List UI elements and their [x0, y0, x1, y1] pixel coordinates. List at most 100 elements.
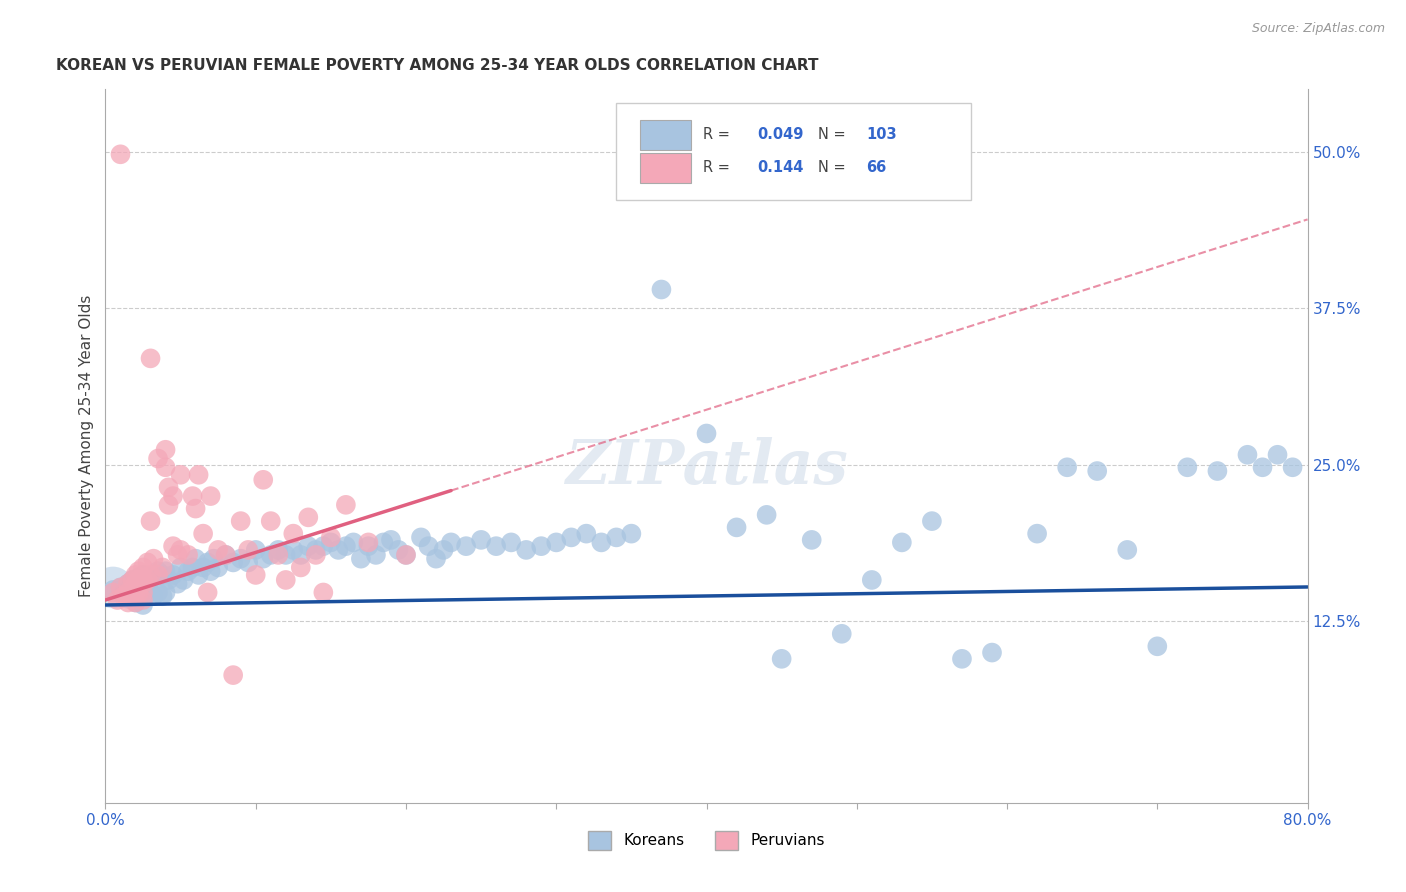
Point: [380, 533, 402, 547]
Point: [124, 595, 146, 609]
Point: [1236, 448, 1258, 462]
Point: [139, 568, 162, 582]
Point: [128, 585, 150, 599]
Point: [335, 498, 357, 512]
Point: [136, 576, 159, 591]
Point: [485, 539, 508, 553]
Text: 103: 103: [866, 127, 897, 142]
Point: [1026, 526, 1049, 541]
Point: [112, 585, 135, 599]
Point: [155, 564, 177, 578]
Point: [335, 539, 357, 553]
Point: [357, 535, 380, 549]
Point: [197, 556, 219, 570]
Point: [173, 573, 195, 587]
Point: [290, 548, 312, 562]
Point: [1267, 448, 1289, 462]
Point: [152, 560, 174, 574]
Point: [725, 520, 748, 534]
Point: [800, 533, 823, 547]
Text: N =: N =: [818, 127, 851, 142]
Point: [470, 533, 492, 547]
Point: [260, 514, 283, 528]
Point: [425, 551, 447, 566]
Point: [197, 585, 219, 599]
Point: [1085, 464, 1108, 478]
Point: [117, 591, 139, 606]
Point: [152, 589, 174, 603]
Point: [101, 582, 124, 597]
Point: [395, 548, 418, 562]
Point: [184, 551, 207, 566]
Point: [297, 539, 319, 553]
Point: [162, 568, 184, 582]
Point: [191, 526, 214, 541]
Point: [267, 542, 290, 557]
Point: [142, 589, 165, 603]
Point: [146, 568, 169, 582]
Point: [155, 442, 177, 457]
Point: [181, 489, 204, 503]
Point: [297, 510, 319, 524]
Point: [101, 581, 124, 595]
Point: [605, 530, 627, 544]
Point: [101, 585, 124, 599]
Point: [440, 535, 463, 549]
Point: [162, 489, 184, 503]
Point: [155, 460, 177, 475]
Point: [395, 548, 418, 562]
Point: [238, 556, 260, 570]
Point: [409, 530, 432, 544]
Point: [124, 595, 146, 609]
Point: [319, 535, 342, 549]
FancyBboxPatch shape: [640, 120, 690, 150]
Point: [107, 593, 129, 607]
Point: [921, 514, 943, 528]
Point: [501, 535, 523, 549]
Point: [117, 576, 139, 591]
Point: [207, 542, 229, 557]
Point: [350, 551, 373, 566]
Point: [142, 568, 165, 582]
Point: [222, 668, 245, 682]
Point: [146, 585, 169, 599]
Point: [546, 535, 568, 549]
Point: [696, 426, 718, 441]
FancyBboxPatch shape: [616, 103, 972, 200]
Point: [136, 573, 159, 587]
Point: [454, 539, 477, 553]
Point: [1281, 460, 1303, 475]
Point: [128, 585, 150, 599]
Point: [157, 480, 180, 494]
Point: [1056, 460, 1078, 475]
Point: [364, 548, 387, 562]
Point: [214, 548, 236, 562]
Point: [770, 652, 793, 666]
Text: Source: ZipAtlas.com: Source: ZipAtlas.com: [1251, 22, 1385, 36]
Point: [418, 539, 440, 553]
Point: [245, 568, 267, 582]
Point: [1206, 464, 1229, 478]
Point: [124, 585, 146, 599]
Point: [222, 556, 245, 570]
Text: ZIPatlas: ZIPatlas: [565, 437, 848, 498]
Point: [238, 542, 260, 557]
Point: [245, 542, 267, 557]
Point: [305, 548, 328, 562]
Point: [166, 548, 188, 562]
Point: [274, 573, 297, 587]
Point: [110, 147, 132, 161]
Point: [124, 589, 146, 603]
Point: [290, 560, 312, 574]
Point: [229, 551, 252, 566]
Point: [128, 573, 150, 587]
Point: [169, 542, 191, 557]
Point: [1175, 460, 1198, 475]
Point: [650, 283, 672, 297]
Point: [166, 576, 188, 591]
Point: [755, 508, 778, 522]
Point: [146, 564, 169, 578]
Text: 66: 66: [866, 161, 887, 175]
Point: [139, 585, 162, 599]
Point: [177, 564, 200, 578]
